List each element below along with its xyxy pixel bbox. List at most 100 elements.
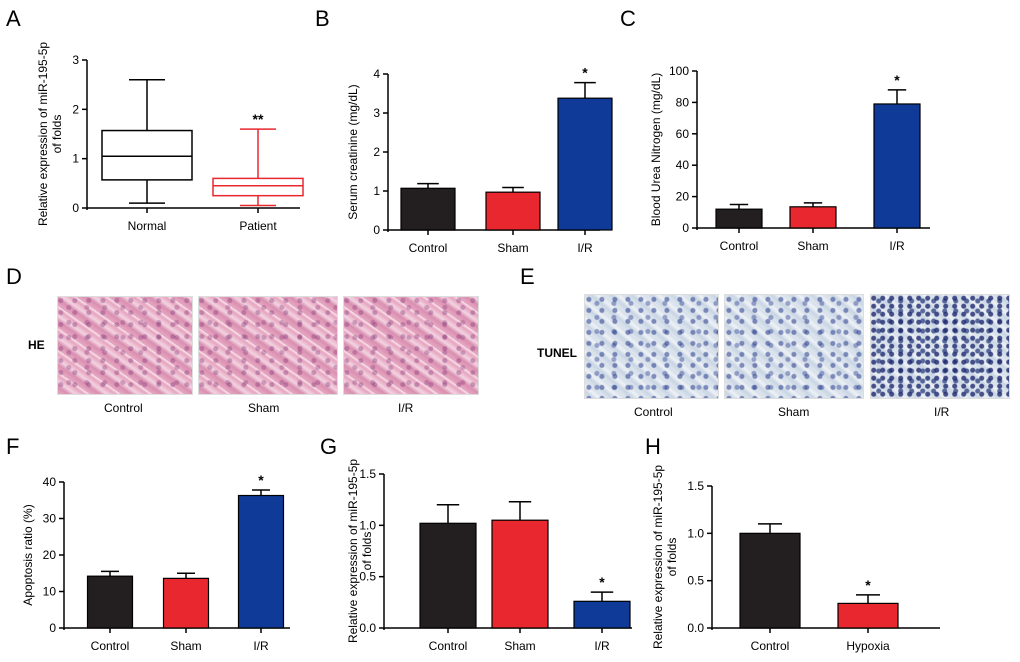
he-image-ir bbox=[343, 296, 479, 395]
chart-a-x-tick-label: Normal bbox=[128, 219, 167, 233]
chart-h-y-tick-label: 1.0 bbox=[687, 526, 704, 540]
chart-g-y-tick-label: 1.5 bbox=[359, 467, 376, 481]
chart-b-y-tick-label: 0 bbox=[373, 223, 380, 237]
chart-f-y-tick-label: 40 bbox=[43, 475, 57, 489]
tunel-image-control bbox=[584, 294, 719, 399]
chart-g-x-tick-label: Sham bbox=[504, 639, 535, 653]
chart-a-y-label: Relative expression of miR-195-5p bbox=[36, 42, 50, 226]
he-caption-sham: Sham bbox=[248, 401, 280, 415]
chart-f-x-tick-label: Control bbox=[91, 639, 130, 653]
chart-h-significance-label: * bbox=[865, 577, 871, 593]
chart-b-x-tick-label: Control bbox=[409, 241, 448, 255]
chart-g-bar bbox=[419, 522, 477, 629]
chart-f-y-tick-label: 20 bbox=[43, 548, 57, 562]
chart-g-y-label: of folds bbox=[360, 532, 374, 571]
chart-g-bar bbox=[491, 519, 549, 629]
chart-h-bar bbox=[739, 532, 801, 629]
panel-label-d: D bbox=[6, 264, 22, 289]
chart-b-y-label: Serum creatinine (mg/dL) bbox=[346, 84, 360, 219]
chart-g-y-label: Relative expression of miR-195-5p bbox=[346, 459, 360, 643]
chart-a-box-body bbox=[212, 177, 304, 197]
chart-h-y-label: Relative expression of miR-195-5p bbox=[651, 465, 665, 649]
chart-c-significance-label: * bbox=[894, 72, 900, 88]
chart-a-significance-label: ** bbox=[253, 111, 264, 127]
chart-b-x-tick-label: Sham bbox=[497, 241, 528, 255]
tunel-image-ir bbox=[870, 294, 1010, 399]
chart-a-box bbox=[212, 128, 304, 207]
chart-f-significance-label: * bbox=[258, 472, 264, 488]
panel-label-g: G bbox=[320, 434, 338, 459]
panel-label-f: F bbox=[6, 434, 20, 459]
panel-label-a: A bbox=[6, 6, 21, 31]
chart-c-y-tick-label: 60 bbox=[676, 127, 690, 141]
chart-b-x-tick-label: I/R bbox=[577, 241, 593, 255]
tunel-caption-control: Control bbox=[634, 405, 673, 419]
he-row-label: HE bbox=[28, 338, 45, 352]
chart-g-x-tick-label: Control bbox=[429, 639, 468, 653]
panel-label-b: B bbox=[315, 6, 330, 31]
chart-c-y-tick-label: 100 bbox=[669, 64, 689, 78]
chart-c-y-tick-label: 80 bbox=[676, 95, 690, 109]
chart-c-y-tick-label: 40 bbox=[676, 158, 690, 172]
chart-c-bar bbox=[789, 206, 837, 229]
chart-h-x-tick-label: Hypoxia bbox=[846, 639, 890, 653]
tunel-row-label: TUNEL bbox=[537, 346, 577, 360]
chart-f-bar bbox=[86, 575, 134, 629]
chart-g-bar bbox=[573, 600, 631, 629]
chart-f-y-tick-label: 30 bbox=[43, 512, 57, 526]
chart-c-x-tick-label: Control bbox=[720, 239, 759, 253]
tunel-image-sham bbox=[724, 294, 864, 399]
chart-b-bar bbox=[485, 191, 541, 231]
chart-f-x-tick-label: I/R bbox=[253, 639, 269, 653]
tunel-caption-sham: Sham bbox=[778, 405, 810, 419]
chart-b-significance-label: * bbox=[582, 65, 588, 81]
chart-b-y-tick-label: 1 bbox=[373, 184, 380, 198]
chart-h-y-tick-label: 1.5 bbox=[687, 479, 704, 493]
chart-f-y-label: Apoptosis ratio (%) bbox=[21, 504, 35, 605]
chart-h-x-tick-label: Control bbox=[751, 639, 790, 653]
he-image-control bbox=[57, 296, 193, 395]
chart-a-y-tick-label: 2 bbox=[72, 102, 79, 116]
chart-g-y-tick-label: 0.0 bbox=[359, 621, 376, 635]
chart-b-bar bbox=[557, 97, 613, 231]
panel-label-h: H bbox=[645, 434, 661, 459]
chart-b-y-tick-label: 3 bbox=[373, 106, 380, 120]
chart-f-bar bbox=[162, 577, 210, 629]
chart-c-bar bbox=[715, 208, 763, 229]
chart-c-bar bbox=[873, 103, 921, 229]
chart-a-box-body bbox=[101, 129, 193, 181]
chart-h-y-tick-label: 0.5 bbox=[687, 574, 704, 588]
chart-h-bar bbox=[837, 602, 899, 629]
chart-h-y-label: of folds bbox=[665, 538, 679, 577]
chart-c-y-label: Blood Urea Nitrogen (mg/dL) bbox=[649, 73, 663, 226]
chart-a-box bbox=[101, 78, 193, 204]
chart-g-x-tick-label: I/R bbox=[594, 639, 610, 653]
he-image-sham bbox=[198, 296, 338, 395]
chart-f-bar bbox=[237, 494, 285, 629]
chart-a-y-tick-label: 3 bbox=[72, 53, 79, 67]
chart-g-y-tick-label: 0.5 bbox=[359, 570, 376, 584]
chart-c-x-tick-label: I/R bbox=[889, 239, 905, 253]
chart-f-y-tick-label: 0 bbox=[49, 621, 56, 635]
chart-a-y-tick-label: 1 bbox=[72, 152, 79, 166]
chart-b-y-tick-label: 4 bbox=[373, 67, 380, 81]
chart-b-y-tick-label: 2 bbox=[373, 145, 380, 159]
tunel-caption-ir: I/R bbox=[934, 405, 950, 419]
chart-f-x-tick-label: Sham bbox=[170, 639, 201, 653]
chart-c-y-tick-label: 20 bbox=[676, 190, 690, 204]
chart-f-y-tick-label: 10 bbox=[43, 585, 57, 599]
chart-g-y-tick-label: 1.0 bbox=[359, 518, 376, 532]
panel-label-c: C bbox=[620, 6, 636, 31]
he-caption-ir: I/R bbox=[398, 401, 414, 415]
chart-g-significance-label: * bbox=[599, 574, 605, 590]
chart-c-x-tick-label: Sham bbox=[797, 239, 828, 253]
chart-a-y-tick-label: 0 bbox=[72, 201, 79, 215]
chart-b-bar bbox=[400, 187, 456, 231]
chart-c-y-tick-label: 0 bbox=[682, 221, 689, 235]
he-caption-control: Control bbox=[104, 401, 143, 415]
panel-label-e: E bbox=[520, 264, 535, 289]
chart-a-x-tick-label: Patient bbox=[239, 219, 277, 233]
chart-h-y-tick-label: 0.0 bbox=[687, 621, 704, 635]
chart-a-y-label: of folds bbox=[50, 115, 64, 154]
